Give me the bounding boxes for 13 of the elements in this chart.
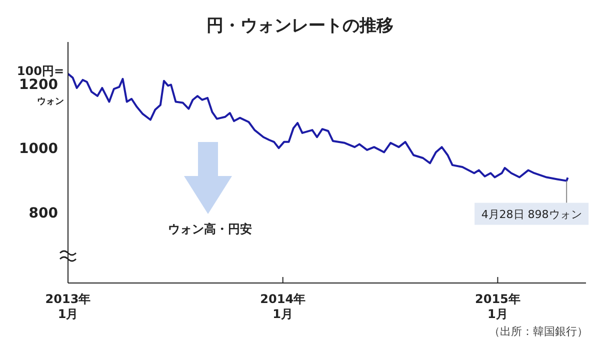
y-tick-label: 1000 bbox=[19, 141, 58, 158]
x-tick-label: 2014年 1月 bbox=[260, 292, 306, 321]
text: ウォン bbox=[36, 96, 64, 108]
annotation: 4月28日 898ウォン bbox=[481, 208, 582, 221]
line-series bbox=[68, 72, 569, 182]
x-tick-label: 2015年 1月 bbox=[475, 292, 520, 321]
annotation: ウォン高・円安 bbox=[167, 221, 253, 238]
y-tick-label: 1200 bbox=[19, 76, 58, 93]
chart-title: 円・ウォンレートの推移 bbox=[206, 15, 394, 37]
x-tick-label: 2013年 1月 bbox=[45, 292, 91, 321]
text: （出所：韓国銀行） bbox=[489, 324, 588, 339]
y-tick-label: 800 bbox=[28, 205, 58, 222]
text: 100円= bbox=[16, 63, 64, 78]
